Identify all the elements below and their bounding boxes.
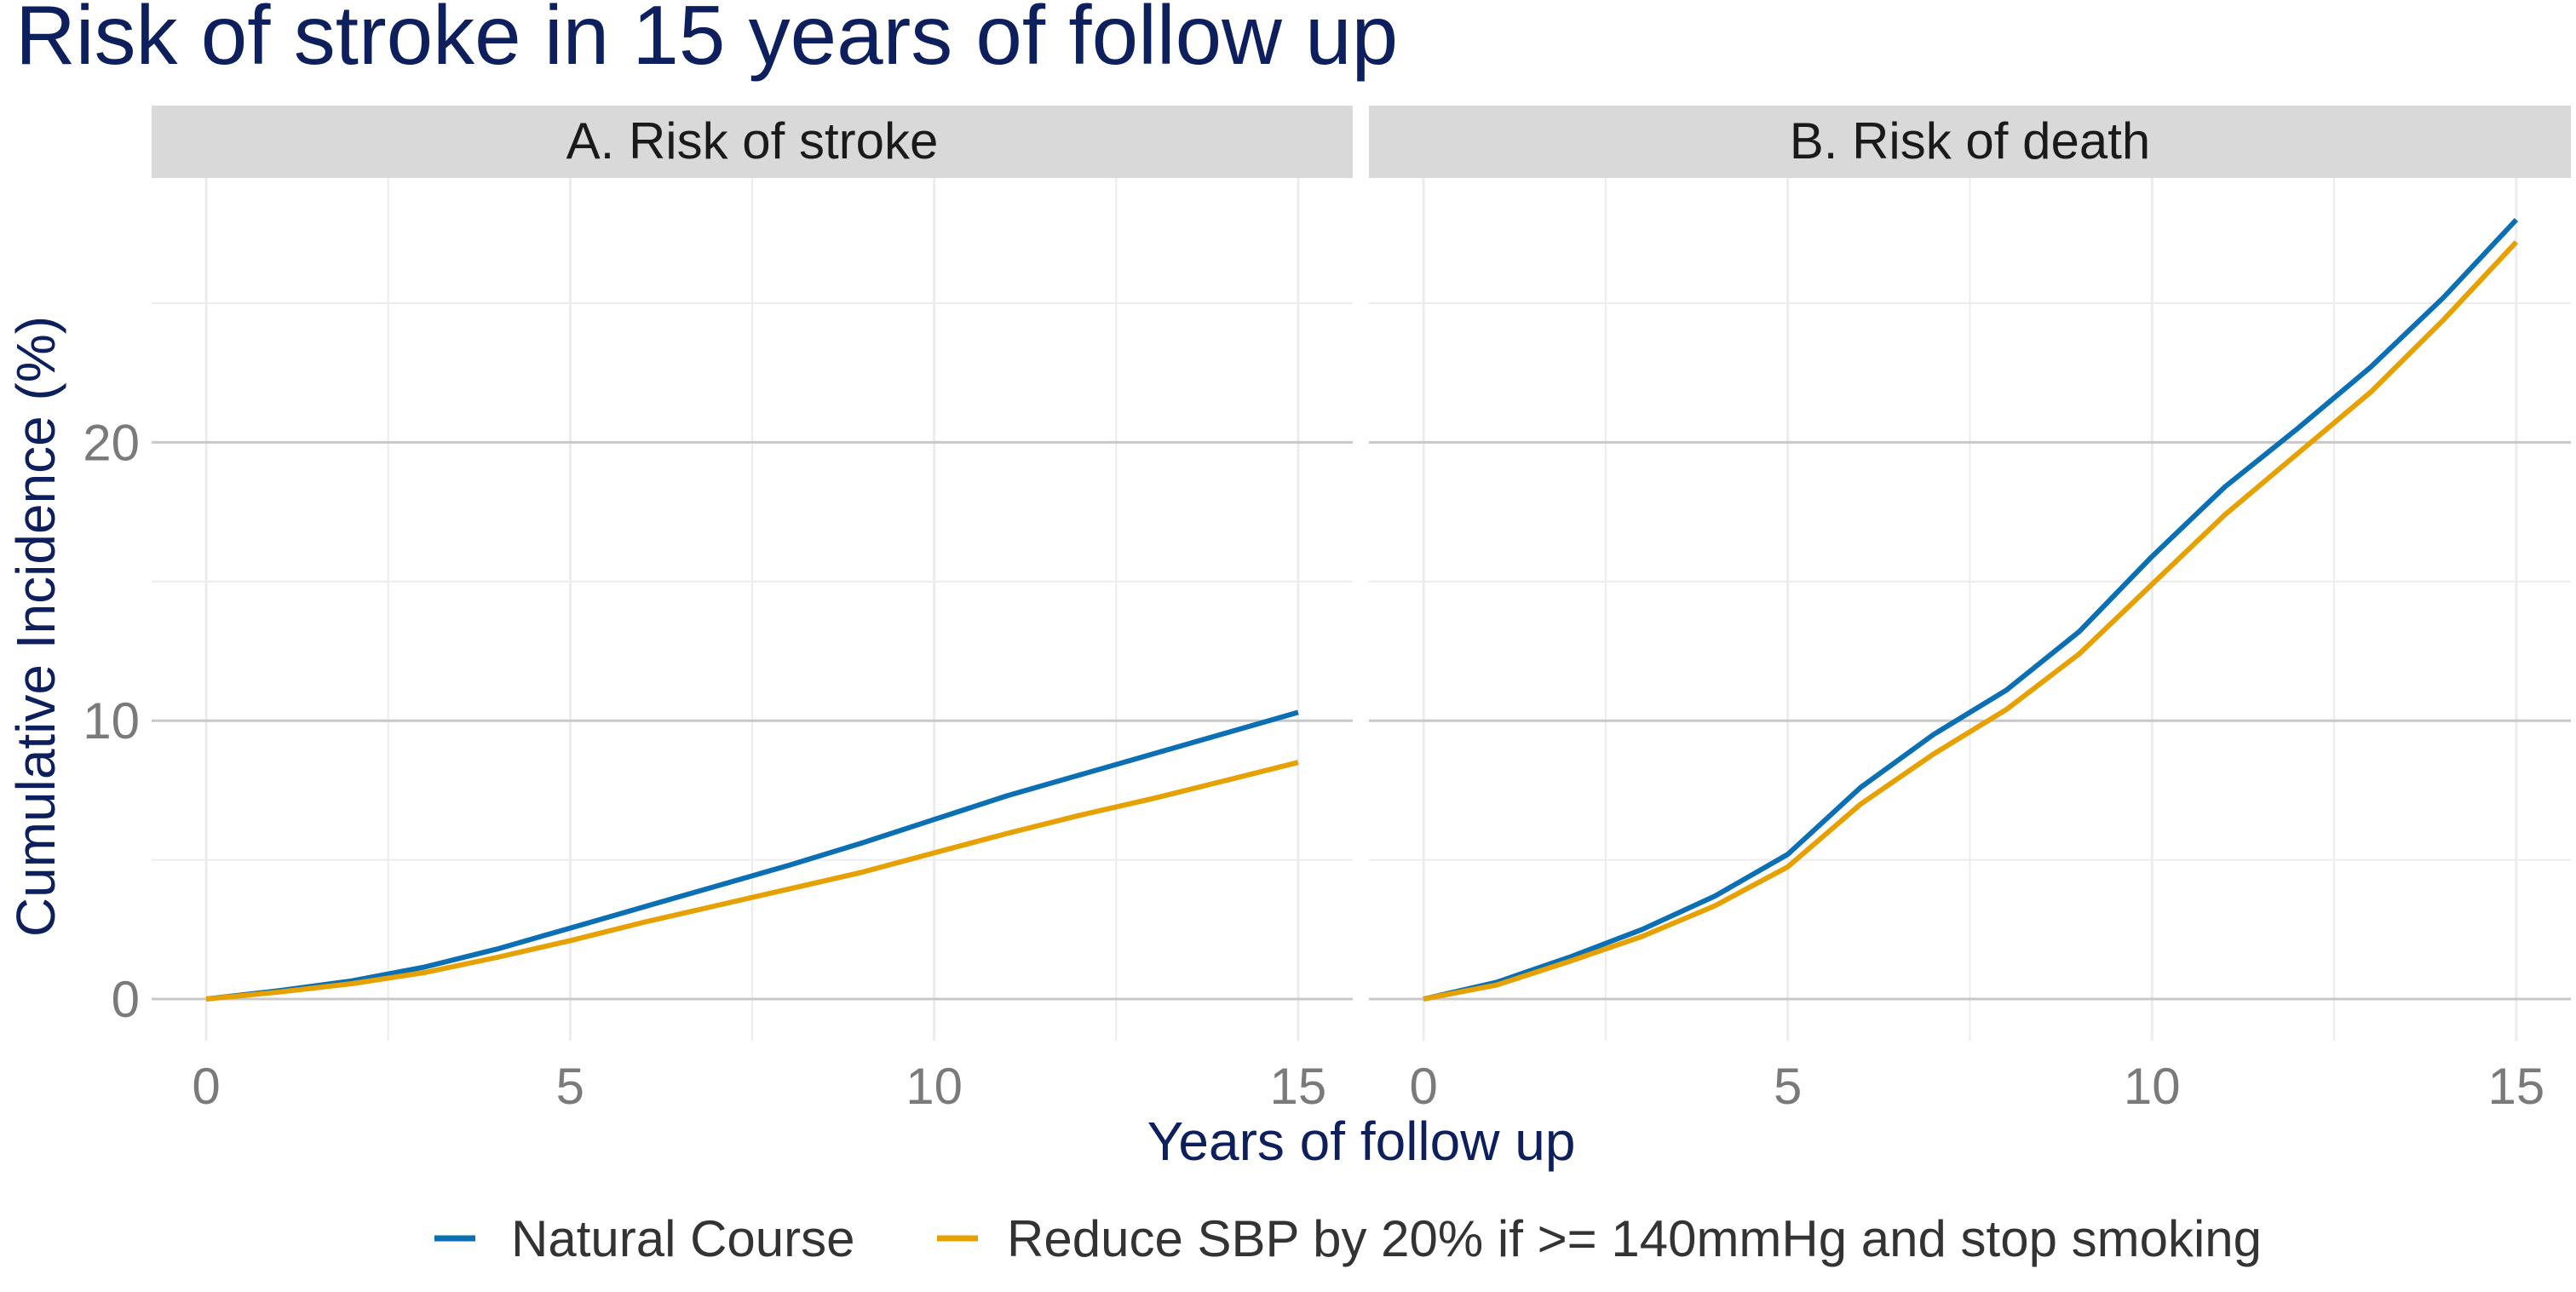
panel-a: A. Risk of stroke 0 5 10 15 0 10 20 bbox=[83, 106, 1353, 1115]
panels-layer: A. Risk of stroke 0 5 10 15 0 10 20 B. Risk of d… bbox=[83, 106, 2571, 1115]
x-tick-label: 15 bbox=[1270, 1058, 1327, 1115]
x-axis-title: Years of follow up bbox=[1147, 1111, 1576, 1172]
x-tick-label: 10 bbox=[906, 1058, 963, 1115]
series-line-intervention bbox=[1423, 240, 2519, 1002]
y-axis-title: Cumulative Incidence (%) bbox=[5, 316, 66, 937]
legend: Natural Course Reduce SBP by 20% if >= 14… bbox=[434, 1210, 2262, 1267]
series-line-intervention bbox=[205, 760, 1299, 1002]
x-tick-label: 15 bbox=[2487, 1058, 2544, 1115]
legend-label: Reduce SBP by 20% if >= 140mmHg and stop… bbox=[1007, 1210, 2262, 1267]
y-tick-label: 0 bbox=[112, 971, 140, 1028]
panel-strip bbox=[152, 106, 1353, 178]
x-tick-label: 10 bbox=[2124, 1058, 2181, 1115]
legend-label: Natural Course bbox=[511, 1210, 855, 1267]
panel-title: B. Risk of death bbox=[1790, 112, 2151, 169]
panel-title: A. Risk of stroke bbox=[566, 112, 939, 169]
series-line-natural-course bbox=[205, 709, 1299, 1002]
panel-strip bbox=[1369, 106, 2571, 178]
x-tick-label: 5 bbox=[1774, 1058, 1802, 1115]
panel-b: B. Risk of death 0 5 10 15 bbox=[1369, 106, 2571, 1115]
y-tick-label: 10 bbox=[83, 692, 140, 749]
x-tick-label: 0 bbox=[192, 1058, 220, 1115]
x-tick-label: 0 bbox=[1409, 1058, 1437, 1115]
x-tick-label: 5 bbox=[556, 1058, 584, 1115]
chart-title: Risk of stroke in 15 years of follow up bbox=[15, 0, 1398, 82]
y-tick-label: 20 bbox=[83, 414, 140, 471]
series-line-natural-course bbox=[1423, 217, 2519, 1002]
